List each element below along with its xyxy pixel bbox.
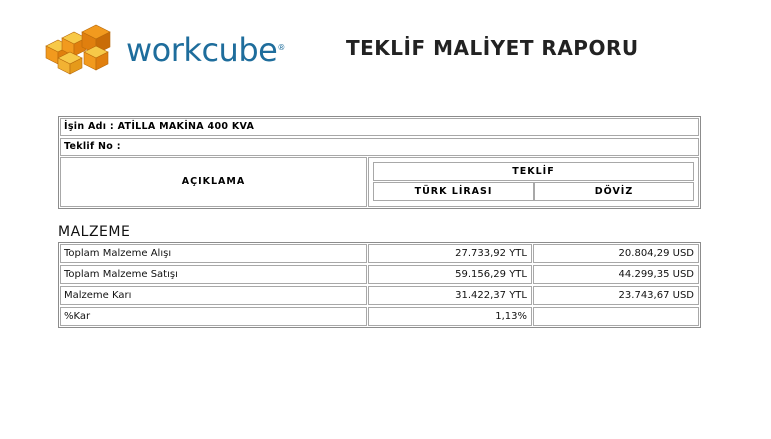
page-title: TEKLİF MALİYET RAPORU bbox=[346, 36, 639, 60]
cube-logo-icon bbox=[45, 24, 111, 75]
row-label: Toplam Malzeme Alışı bbox=[60, 244, 367, 263]
row-label: Malzeme Karı bbox=[60, 286, 367, 305]
row-value-try: 27.733,92 YTL bbox=[368, 244, 532, 263]
description-header: AÇIKLAMA bbox=[60, 157, 367, 207]
section-title: MALZEME bbox=[58, 224, 131, 240]
offer-header: TEKLİF bbox=[373, 162, 694, 181]
row-value-try: 59.156,29 YTL bbox=[368, 265, 532, 284]
row-value-usd bbox=[533, 307, 699, 326]
currency-try-header: TÜRK LİRASI bbox=[373, 182, 534, 201]
table-row: Malzeme Karı 31.422,37 YTL 23.743,67 USD bbox=[59, 285, 700, 306]
row-value-try: 31.422,37 YTL bbox=[368, 286, 532, 305]
table-row: Toplam Malzeme Alışı 27.733,92 YTL 20.80… bbox=[59, 243, 700, 264]
workcube-logo: workcube® bbox=[44, 24, 285, 76]
currency-fx-header: DÖVİZ bbox=[534, 182, 694, 201]
offer-number-line: Teklif No : bbox=[60, 138, 699, 156]
row-value-try: 1,13% bbox=[368, 307, 532, 326]
row-value-usd: 44.299,35 USD bbox=[533, 265, 699, 284]
row-label: Toplam Malzeme Satışı bbox=[60, 265, 367, 284]
table-row: %Kar 1,13% bbox=[59, 306, 700, 327]
report-header-table: İşin Adı : ATİLLA MAKİNA 400 KVA Teklif … bbox=[58, 116, 701, 209]
job-name-line: İşin Adı : ATİLLA MAKİNA 400 KVA bbox=[60, 118, 699, 136]
table-row: Toplam Malzeme Satışı 59.156,29 YTL 44.2… bbox=[59, 264, 700, 285]
offer-header-group: TEKLİF TÜRK LİRASI DÖVİZ bbox=[368, 157, 699, 207]
logo-wordmark: workcube® bbox=[126, 31, 285, 69]
row-value-usd: 23.743,67 USD bbox=[533, 286, 699, 305]
row-value-usd: 20.804,29 USD bbox=[533, 244, 699, 263]
row-label: %Kar bbox=[60, 307, 367, 326]
material-cost-table: Toplam Malzeme Alışı 27.733,92 YTL 20.80… bbox=[58, 242, 701, 328]
